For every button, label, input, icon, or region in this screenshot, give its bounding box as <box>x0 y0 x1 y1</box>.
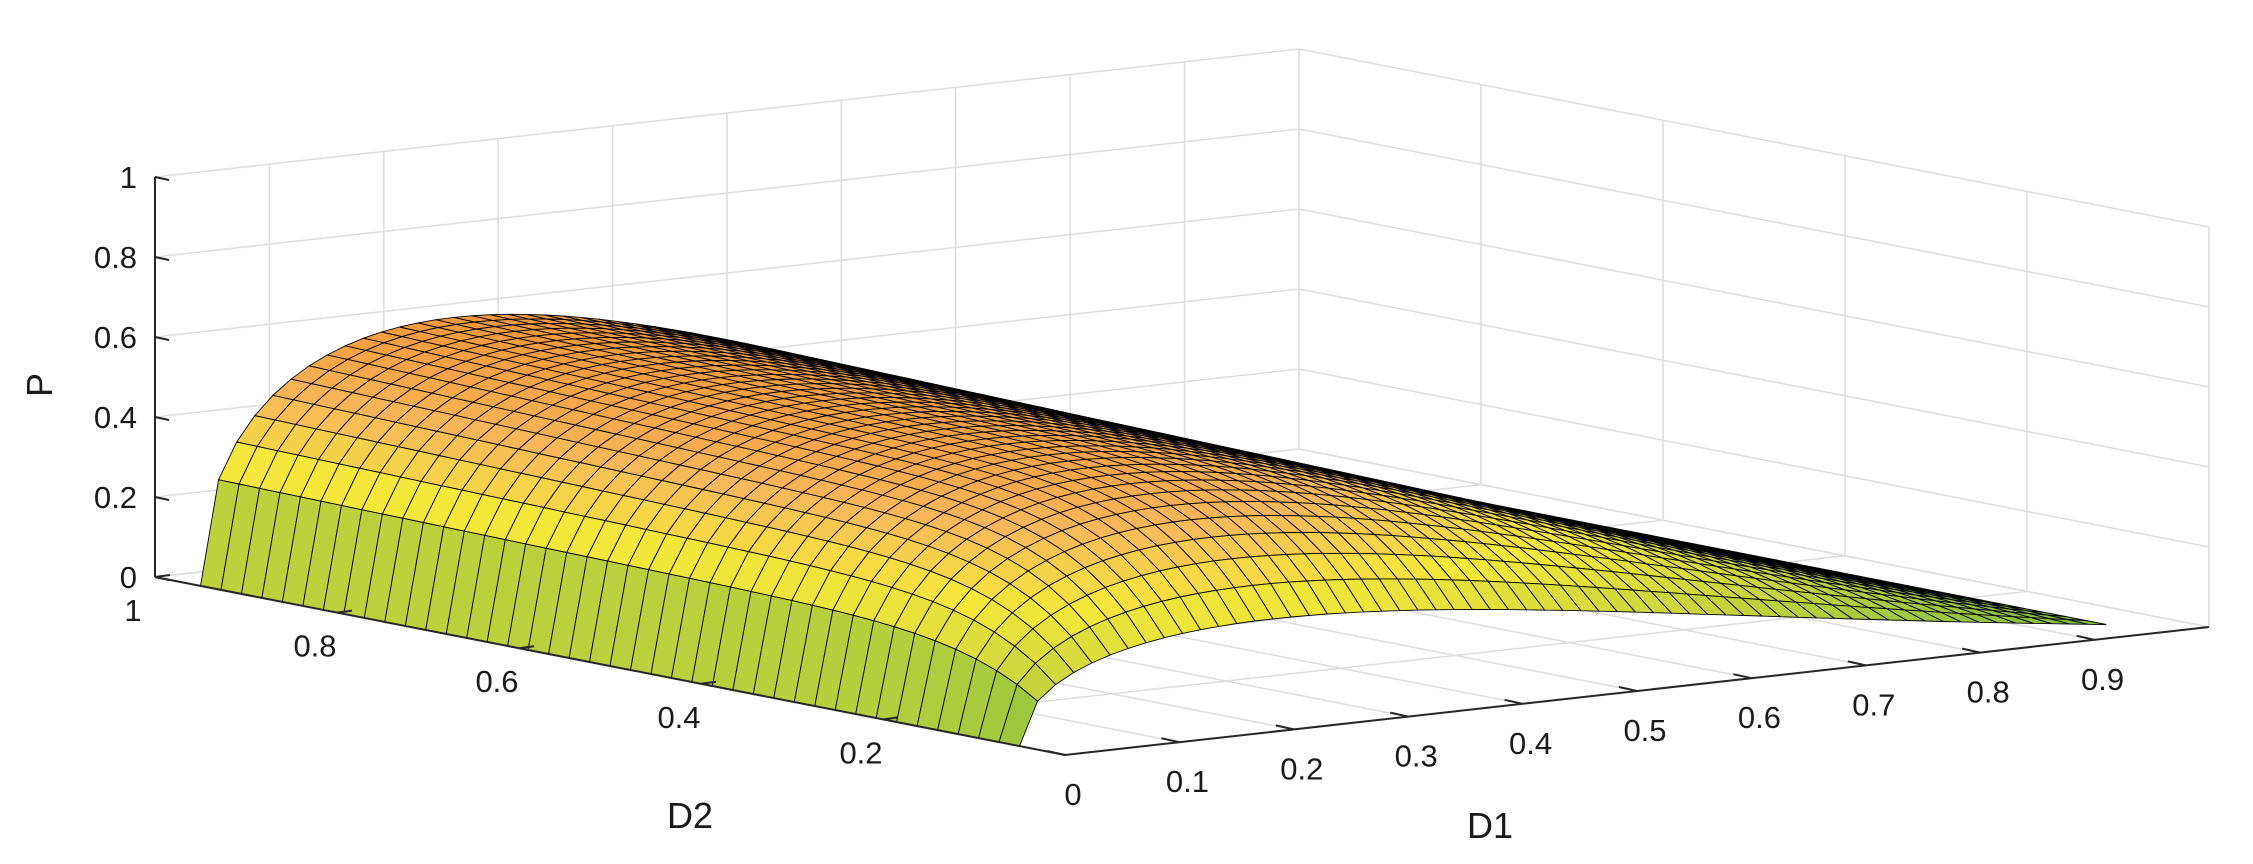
z-tick-label: 0.4 <box>94 400 137 435</box>
x-tick-label: 0.6 <box>1738 700 1781 735</box>
y-tick-label: 0.6 <box>475 664 518 699</box>
x-tick <box>1847 660 1867 667</box>
y-tick <box>882 716 899 721</box>
side-wall-gridline-z <box>1298 368 2210 548</box>
x-tick-label: 0.8 <box>1967 675 2010 710</box>
z-tick <box>154 336 170 341</box>
side-wall-gridline-z <box>1298 448 2210 628</box>
z-tick <box>154 496 170 501</box>
z-tick <box>154 416 170 421</box>
side-wall-gridline-z <box>1298 48 2210 228</box>
x-tick-label: 0.7 <box>1852 687 1895 722</box>
z-tick <box>154 256 170 261</box>
y-axis-label: D2 <box>667 795 713 836</box>
x-tick <box>1046 750 1066 756</box>
y-tick <box>336 609 353 614</box>
y-tick <box>154 574 171 578</box>
y-axis-line <box>154 576 1066 756</box>
y-tick-label: 0.8 <box>293 629 336 664</box>
side-wall-gridline-z <box>1298 128 2210 308</box>
x-tick <box>2076 634 2095 641</box>
x-tick-label: 0.3 <box>1395 739 1438 774</box>
z-tick-label: 0.8 <box>94 240 137 275</box>
surface-plot <box>199 313 2107 747</box>
x-tick <box>1961 647 1981 654</box>
x-tick-label: 0.4 <box>1509 726 1552 761</box>
z-tick-label: 0.2 <box>94 480 137 515</box>
x-tick <box>1389 711 1409 718</box>
x-tick <box>1275 724 1295 731</box>
x-tick <box>1161 737 1180 744</box>
x-tick-label: 0 <box>1064 777 1081 812</box>
y-tick <box>518 645 535 650</box>
y-tick-label: 1 <box>124 593 141 628</box>
surface-patch <box>2067 619 2107 625</box>
x-tick <box>1733 673 1752 680</box>
side-wall-gridline-z <box>1298 288 2210 468</box>
x-tick-label: 0.5 <box>1623 713 1666 748</box>
x-tick-label: 0.1 <box>1166 764 1209 799</box>
x-tick <box>1504 698 1523 705</box>
axes <box>154 176 2210 756</box>
x-tick <box>1618 686 1638 692</box>
y-tick-label: 0.2 <box>839 735 882 770</box>
y-tick-label: 0.4 <box>657 700 700 735</box>
back-wall-gridline-z <box>154 128 1300 258</box>
back-wall-gridline-z <box>154 48 1300 178</box>
back-wall-gridline-z <box>154 208 1300 338</box>
x-axis-label: D1 <box>1467 805 1513 846</box>
tick-labels: 00.20.40.60.810 0.1 0.2 0.3 0.4 0.5 0.6 0.7 0.8 0… <box>94 160 2124 812</box>
z-axis-label: P <box>19 373 60 397</box>
side-wall-gridline-z <box>1298 208 2210 388</box>
z-tick-label: 0.6 <box>94 320 137 355</box>
z-tick-label: 0 <box>120 560 137 595</box>
x-tick-label: 0.2 <box>1280 751 1323 786</box>
y-tick <box>700 680 717 685</box>
z-tick <box>154 176 170 181</box>
z-tick-label: 1 <box>120 160 137 195</box>
x-tick-label: 0.9 <box>2081 662 2124 697</box>
